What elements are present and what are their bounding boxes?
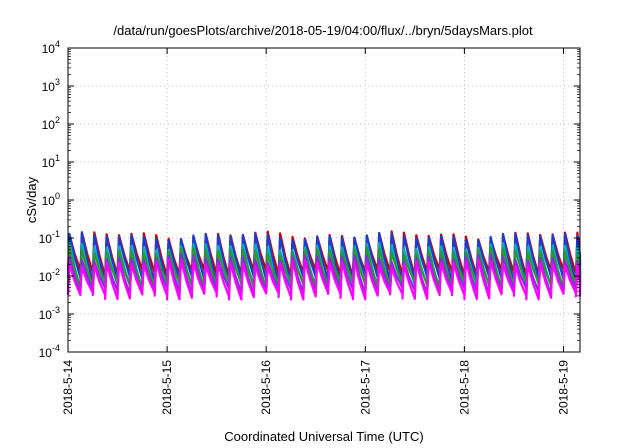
- y-tick-base: 10: [39, 346, 53, 360]
- y-tick-exponent: 0: [55, 191, 60, 201]
- y-tick-label: 100: [42, 191, 60, 208]
- y-tick-label: 10-1: [39, 229, 60, 246]
- y-axis-label: cSv/day: [24, 176, 39, 223]
- y-tick-label: 104: [42, 39, 60, 56]
- y-tick-exponent: -4: [52, 343, 60, 353]
- y-tick-label: 101: [42, 153, 60, 170]
- y-tick-base: 10: [42, 80, 56, 94]
- y-tick-base: 10: [39, 232, 53, 246]
- x-tick-label: 2018-5-15: [160, 360, 174, 415]
- x-axis-label: Coordinated Universal Time (UTC): [224, 429, 423, 444]
- y-tick-base: 10: [39, 270, 53, 284]
- x-axis-ticks: 2018-5-14 2018-5-15 2018-5-16 2018-5-17 2018…: [61, 48, 570, 415]
- y-tick-base: 10: [42, 42, 56, 56]
- x-tick-label: 2018-5-17: [358, 360, 372, 415]
- y-tick-label: 10-3: [39, 305, 60, 322]
- y-tick-exponent: 2: [55, 115, 60, 125]
- series-group: [66, 230, 582, 301]
- y-tick-base: 10: [42, 118, 56, 132]
- chart-title: /data/run/goesPlots/archive/2018-05-19/0…: [113, 23, 533, 38]
- x-tick-label: 2018-5-16: [259, 360, 273, 415]
- series-line: [66, 258, 582, 301]
- y-tick-exponent: 3: [55, 77, 60, 87]
- y-tick-label: 103: [42, 77, 60, 94]
- y-tick-base: 10: [42, 156, 56, 170]
- y-tick-base: 10: [39, 308, 53, 322]
- y-tick-base: 10: [42, 194, 56, 208]
- x-tick-label: 2018-5-19: [556, 360, 570, 415]
- y-tick-label: 102: [42, 115, 60, 132]
- y-tick-exponent: 4: [55, 39, 60, 49]
- y-tick-label: 10-2: [39, 267, 60, 284]
- x-tick-label: 2018-5-18: [457, 360, 471, 415]
- x-tick-label: 2018-5-14: [61, 360, 75, 415]
- grid: [67, 47, 580, 353]
- y-tick-exponent: -1: [52, 229, 60, 239]
- y-tick-exponent: -3: [52, 305, 60, 315]
- y-tick-label: 10-4: [39, 343, 60, 360]
- y-tick-exponent: -2: [52, 267, 60, 277]
- y-tick-exponent: 1: [55, 153, 60, 163]
